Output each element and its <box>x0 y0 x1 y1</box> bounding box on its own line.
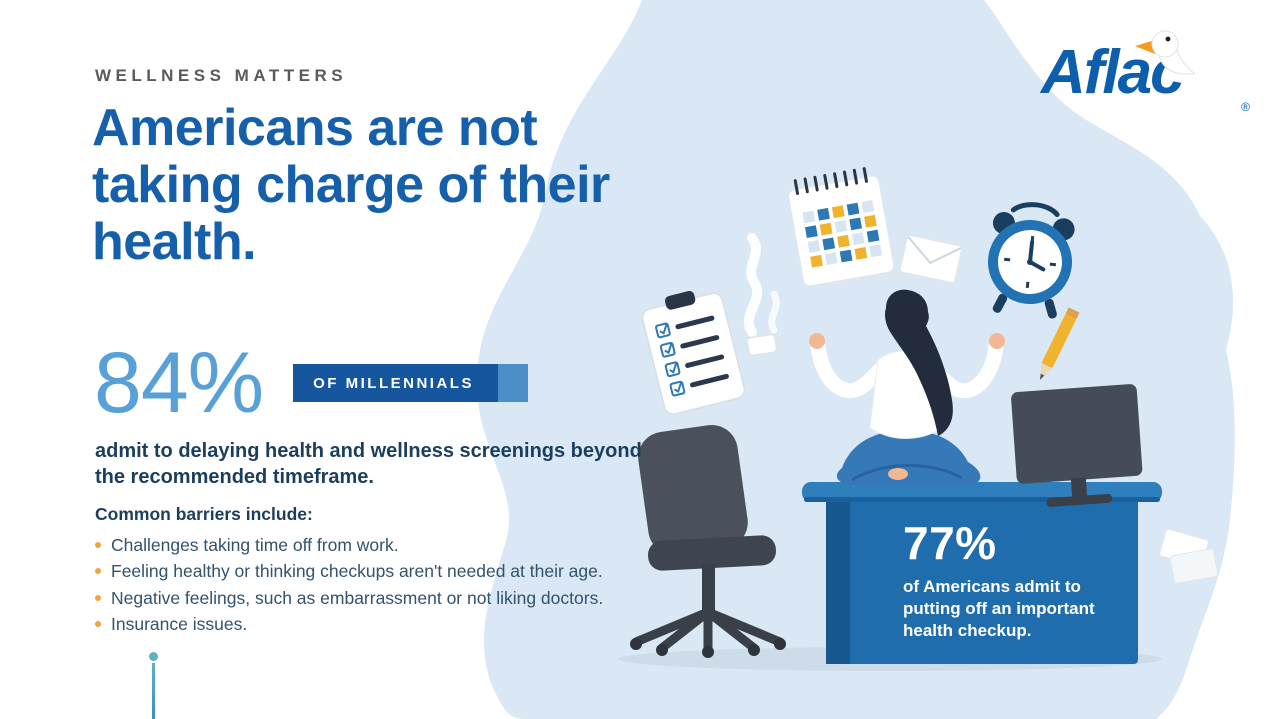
eyebrow: WELLNESS MATTERS <box>95 66 348 85</box>
stat-77-description: of Americans admit to putting off an imp… <box>903 577 1095 641</box>
coffee-cup-icon <box>743 233 784 357</box>
stat-84-value: 84% <box>94 335 264 431</box>
stat-84-qualifier: OF MILLENNIALS <box>293 364 498 402</box>
timeline-dot <box>149 652 158 661</box>
monitor-icon <box>1011 384 1143 507</box>
right-hand <box>989 333 1005 349</box>
left-hand <box>809 333 825 349</box>
stat-77: 77% of Americans admit to putting off an… <box>903 520 1125 642</box>
barrier-text: Insurance issues. <box>111 613 248 634</box>
brand-logo: Aflac ® <box>1041 30 1250 122</box>
bullet-dot-icon <box>95 542 101 548</box>
barrier-text: Challenges taking time off from work. <box>111 535 399 555</box>
alarm-clock-icon <box>988 202 1075 319</box>
timeline-line <box>152 663 155 719</box>
list-item: Insurance issues. <box>95 611 695 637</box>
badge-accent-square <box>497 364 528 402</box>
stat-84-badge: OF MILLENNIALS <box>293 364 528 402</box>
office-chair-icon <box>630 425 786 658</box>
barrier-text: Feeling healthy or thinking checkups are… <box>111 561 603 582</box>
bullet-dot-icon <box>95 594 101 601</box>
bullet-dot-icon <box>95 620 101 627</box>
barrier-text: Negative feelings, such as embarrassment… <box>111 587 604 608</box>
barriers-list: Challenges taking time off from work. Fe… <box>95 532 695 637</box>
envelope-icon <box>899 234 963 284</box>
registered-mark: ® <box>1241 100 1250 114</box>
calendar-icon <box>787 167 895 287</box>
page-title: Americans are not taking charge of their… <box>92 99 610 272</box>
barriers-title: Common barriers include: <box>95 504 313 524</box>
stat-77-value: 77% <box>903 517 997 569</box>
aflac-duck-icon <box>1135 30 1195 75</box>
stat-84-description: admit to delaying health and wellness sc… <box>95 440 642 489</box>
steam-icon <box>743 233 763 337</box>
pencil-icon <box>1039 307 1080 381</box>
bullet-dot-icon <box>95 568 101 575</box>
list-item: Challenges taking time off from work. <box>95 532 695 558</box>
list-item: Feeling healthy or thinking checkups are… <box>95 558 695 584</box>
barriers-section: Common barriers include: Challenges taki… <box>95 504 695 637</box>
papers-icon <box>1159 528 1219 584</box>
meditating-woman <box>809 289 1005 485</box>
list-item: Negative feelings, such as embarrassment… <box>95 585 695 611</box>
stat-84: 84% OF MILLENNIALS <box>94 340 528 426</box>
clipboard-checklist-icon <box>641 290 746 415</box>
hair <box>885 289 953 436</box>
